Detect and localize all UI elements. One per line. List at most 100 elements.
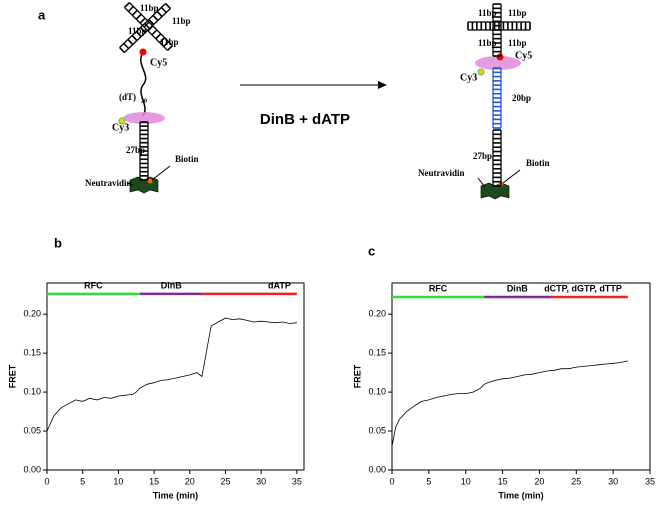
x-tick-label: 35 [645, 476, 655, 486]
phase-label: dATP [268, 280, 291, 290]
panel-label: a [38, 7, 46, 22]
base-pair [123, 42, 130, 50]
y-tick-label: 0.00 [368, 464, 386, 474]
base-pair [159, 37, 166, 44]
diagram-label: 11bp [508, 38, 527, 48]
biotin-dot [147, 178, 153, 184]
base-pair [152, 14, 159, 22]
base-pair [135, 13, 142, 20]
x-tick-label: 0 [389, 476, 394, 486]
y-tick-label: 0.15 [23, 348, 41, 358]
panel-label: c [368, 243, 375, 258]
diagram-label: Cy5 [515, 50, 532, 61]
x-tick-label: 25 [571, 476, 581, 486]
base-pair [139, 26, 146, 34]
pointer [126, 182, 134, 186]
dna-strand [129, 2, 173, 46]
protein [123, 112, 165, 124]
x-tick-label: 10 [113, 476, 123, 486]
diagram-label: Neutravidin [418, 168, 465, 178]
fret-trace [46, 317, 297, 432]
pointer [477, 177, 486, 188]
diagram-label: Cy3 [460, 72, 477, 83]
pointer [502, 169, 521, 184]
phase-label: DinB [161, 280, 182, 290]
arrowhead [378, 81, 387, 89]
base-pair [163, 41, 170, 48]
cy3-dot [477, 68, 485, 76]
diagram-label: 11bp [172, 16, 191, 26]
y-tick-label: 0.20 [23, 309, 41, 319]
y-tick-label: 0.20 [368, 309, 386, 319]
diagram-label: Biotin [526, 158, 550, 168]
panel-label: b [54, 235, 62, 250]
diagram-label: Neutravidin [85, 178, 132, 188]
x-axis-label: Time (min) [153, 490, 198, 500]
y-tick-label: 0.00 [23, 464, 41, 474]
x-tick-label: 20 [185, 476, 195, 486]
x-tick-label: 20 [534, 476, 544, 486]
x-tick-label: 15 [149, 476, 159, 486]
x-tick-label: 25 [220, 476, 230, 486]
x-tick-label: 5 [80, 476, 85, 486]
y-tick-label: 0.10 [23, 386, 41, 396]
base-pair [165, 2, 171, 10]
phase-label: RFC [429, 283, 448, 293]
base-pair [131, 9, 138, 16]
fret-trace [391, 360, 628, 447]
base-pair [123, 1, 131, 9]
cy5-dot [496, 53, 504, 61]
diagram-label: 11bp [160, 37, 179, 47]
base-pair [156, 10, 163, 18]
phase-label: RFC [84, 280, 103, 290]
x-tick-label: 0 [44, 476, 49, 486]
y-tick-label: 0.05 [368, 425, 386, 435]
plot-frame [46, 282, 305, 471]
diagram: DinB + dATP 11bp 11bp 11bp 11bp Cy5 (dT) 20 Cy3… [85, 1, 550, 200]
diagram-label: 27bp [473, 151, 492, 161]
base-pair [148, 18, 155, 26]
arrow-label: DinB + dATP [260, 111, 350, 128]
diagram-label: 11bp [478, 8, 497, 18]
pointer [151, 165, 171, 181]
dna-strand [124, 7, 168, 51]
x-tick-label: 30 [256, 476, 266, 486]
ssdna [140, 51, 147, 117]
base-pair [144, 22, 151, 30]
base-pair [160, 6, 167, 14]
diagram-label: 11bp [140, 3, 159, 13]
base-pair [119, 46, 125, 54]
base-pair [166, 44, 174, 52]
protein [475, 56, 521, 70]
phase-label: dCTP, dGTP, dTTP [544, 283, 622, 293]
x-tick-label: 5 [426, 476, 431, 486]
y-tick-label: 0.05 [23, 425, 41, 435]
plot-frame [391, 282, 651, 471]
base-pair [155, 33, 162, 40]
base-pair [135, 30, 142, 38]
base-pair [151, 29, 158, 36]
base-pair [139, 17, 146, 24]
diagram-label: 11bp [128, 26, 147, 36]
y-tick-label: 0.10 [368, 386, 386, 396]
diagram-label: 20 [141, 98, 147, 104]
diagram-label: 20bp [512, 93, 531, 103]
diagram-label: 11bp [478, 38, 497, 48]
x-axis-label: Time (min) [498, 490, 543, 500]
base-pair [127, 38, 134, 46]
x-tick-label: 35 [292, 476, 302, 486]
dna-strand [119, 3, 167, 48]
diagram-label: Cy5 [150, 57, 167, 68]
y-tick-label: 0.15 [368, 348, 386, 358]
cy5-dot [139, 48, 147, 56]
x-tick-label: 10 [461, 476, 471, 486]
dna-strand [123, 8, 171, 53]
diagram-label: Biotin [175, 154, 199, 164]
diagram-label: Cy3 [112, 122, 129, 133]
y-axis-label: FRET [352, 364, 362, 388]
x-tick-label: 15 [498, 476, 508, 486]
phase-label: DinB [507, 283, 528, 293]
cy3-dot [118, 117, 126, 125]
base-pair [131, 34, 138, 42]
